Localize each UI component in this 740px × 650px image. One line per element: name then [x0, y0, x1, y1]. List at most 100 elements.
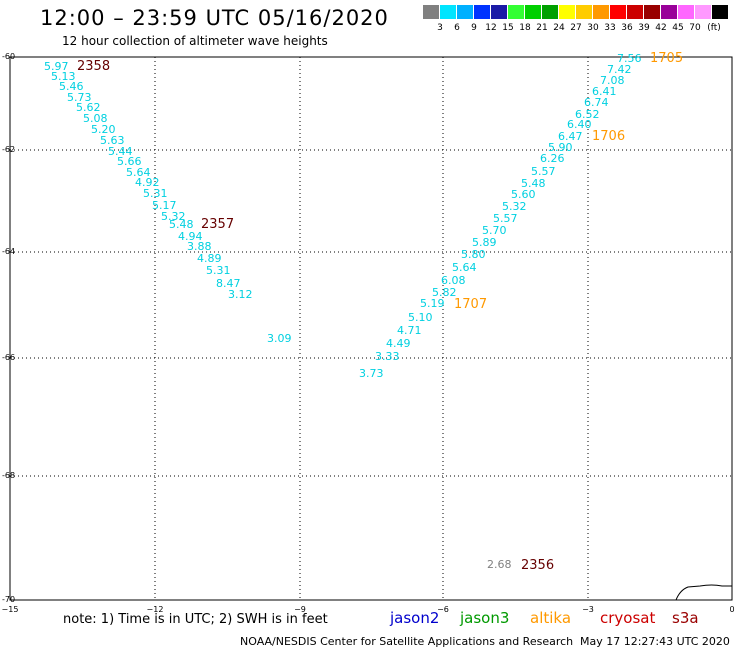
map-frame — [9, 56, 733, 601]
colorbar-swatch — [610, 5, 627, 19]
colorbar-tick-label: 45 — [672, 23, 684, 33]
wave-height-value: 5.48 — [169, 218, 194, 231]
wave-height-value: 4.49 — [386, 337, 411, 350]
colorbar-tick-label: 24 — [553, 23, 565, 33]
colorbar-tick-label: 27 — [570, 23, 582, 33]
pass-time-label: 1705 — [650, 51, 683, 66]
colorbar-tick-label: 9 — [471, 23, 477, 33]
y-axis-tick-label: -64 — [2, 247, 15, 256]
map-title: 12:00 – 23:59 UTC 05/16/2020 — [40, 6, 389, 30]
wave-height-value: 5.32 — [161, 210, 186, 223]
wave-height-value: 6.41 — [592, 85, 617, 98]
colorbar-tick-label: (ft) — [707, 23, 721, 33]
colorbar-swatch — [644, 5, 661, 19]
wave-height-value: 4.89 — [197, 252, 222, 265]
colorbar-swatch — [423, 5, 440, 19]
pass-time-label: 2357 — [201, 217, 234, 232]
wave-height-value: 5.57 — [493, 212, 518, 225]
wave-height-value: 3.73 — [359, 367, 384, 380]
pass-time-label: 1707 — [454, 297, 487, 312]
colorbar-tick-label: 36 — [621, 23, 633, 33]
wave-height-value: 3.33 — [375, 350, 400, 363]
wave-height-value: 5.10 — [408, 311, 433, 324]
wave-height-value: 5.31 — [206, 264, 231, 277]
colorbar-tick-label: 21 — [536, 23, 548, 33]
wave-height-value: 6.26 — [540, 152, 565, 165]
legend-s3a: s3a — [672, 609, 699, 627]
y-axis-tick-label: -62 — [2, 145, 15, 154]
wave-height-value: 5.97 — [44, 60, 69, 73]
y-axis-tick-label: -66 — [2, 353, 15, 362]
wave-height-value: 5.13 — [51, 70, 76, 83]
wave-height-value: 5.70 — [482, 224, 507, 237]
colorbar-swatch — [593, 5, 610, 19]
wave-height-value: 3.12 — [228, 288, 253, 301]
wave-height-value: 5.80 — [461, 248, 486, 261]
colorbar-swatch — [712, 5, 729, 19]
x-axis-tick-label: −15 — [2, 605, 19, 614]
x-axis-tick-label: −12 — [147, 605, 164, 614]
colorbar-tick-label: 30 — [587, 23, 599, 33]
wave-height-value: 6.74 — [584, 96, 609, 109]
x-axis-tick-label: −9 — [294, 605, 306, 614]
wave-height-value: 5.64 — [452, 261, 477, 274]
wave-height-value: 5.46 — [59, 80, 84, 93]
wave-height-value: 5.31 — [143, 187, 168, 200]
colorbar-swatch — [627, 5, 644, 19]
wave-height-value: 3.88 — [187, 240, 212, 253]
wave-height-value: 5.64 — [126, 166, 151, 179]
pass-time-label: 2356 — [521, 558, 554, 573]
pass-time-label: 2358 — [77, 59, 110, 74]
wave-height-value: 6.47 — [558, 130, 583, 143]
colorbar-swatch — [525, 5, 542, 19]
colorbar-tick-label: 15 — [502, 23, 514, 33]
wave-height-value: 5.73 — [67, 91, 92, 104]
wave-height-value: 5.82 — [432, 286, 457, 299]
colorbar-swatch — [474, 5, 491, 19]
wave-height-value: 4.92 — [135, 176, 160, 189]
wave-height-value: 5.17 — [152, 199, 177, 212]
wave-height-value: 5.48 — [521, 177, 546, 190]
wave-height-value: 5.60 — [511, 188, 536, 201]
legend-jason2: jason2 — [390, 609, 440, 627]
wave-height-value: 2.68 — [487, 558, 512, 571]
wave-height-value: 5.32 — [502, 200, 527, 213]
wave-height-value: 4.71 — [397, 324, 422, 337]
legend-jason3: jason3 — [460, 609, 510, 627]
colorbar-swatch — [491, 5, 508, 19]
wave-height-value: 5.20 — [91, 123, 116, 136]
colorbar-swatch — [457, 5, 474, 19]
colorbar-swatch — [695, 5, 712, 19]
footer-note: note: 1) Time is in UTC; 2) SWH is in fe… — [63, 612, 328, 627]
colorbar-swatch — [542, 5, 559, 19]
legend-altika: altika — [530, 609, 572, 627]
pass-time-label: 1706 — [592, 129, 625, 144]
wave-height-value: 7.42 — [607, 63, 632, 76]
generation-timestamp: May 17 12:27:43 UTC 2020 — [580, 635, 730, 648]
colorbar-tick-label: 39 — [638, 23, 650, 33]
colorbar-tick-label: 33 — [604, 23, 616, 33]
wave-height-value: 4.94 — [178, 230, 203, 243]
y-axis-tick-label: -60 — [2, 52, 15, 61]
colorbar-tick-label: 6 — [454, 23, 460, 33]
wave-height-value: 5.90 — [548, 141, 573, 154]
colorbar-tick-label: 3 — [437, 23, 443, 33]
colorbar-tick-label: 12 — [485, 23, 497, 33]
map-subtitle: 12 hour collection of altimeter wave hei… — [62, 34, 328, 48]
coastline — [675, 584, 732, 601]
x-axis-tick-label: −3 — [582, 605, 594, 614]
wave-height-value: 6.40 — [567, 118, 592, 131]
wave-height-value: 6.52 — [575, 108, 600, 121]
colorbar-swatch — [678, 5, 695, 19]
credit-line: NOAA/NESDIS Center for Satellite Applica… — [240, 635, 574, 648]
colorbar-swatch — [559, 5, 576, 19]
wave-height-value: 7.56 — [617, 52, 642, 65]
wave-height-value: 5.08 — [83, 112, 108, 125]
colorbar-tick-label: 18 — [519, 23, 531, 33]
x-axis-tick-label: −6 — [437, 605, 449, 614]
wave-height-value: 7.08 — [600, 74, 625, 87]
wave-height-value: 5.66 — [117, 155, 142, 168]
colorbar-tick-label: 42 — [655, 23, 667, 33]
wave-height-value: 5.57 — [531, 165, 556, 178]
